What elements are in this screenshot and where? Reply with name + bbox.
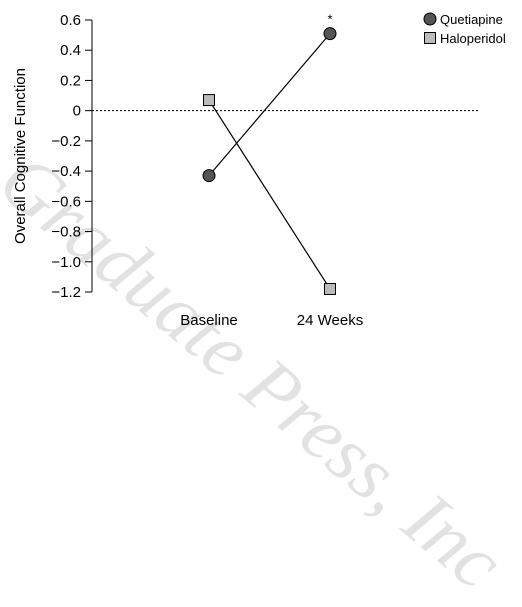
data-point-haloperidol bbox=[203, 94, 215, 107]
y-tick-label: 0 bbox=[73, 103, 81, 120]
legend-marker-quetiapine bbox=[423, 12, 437, 26]
y-tick-label: 0.2 bbox=[60, 72, 81, 89]
data-point-haloperidol bbox=[324, 282, 336, 295]
chart-container: Graduate Press, Inc 0.6 0.4 0.2 0 −0.2 −0.4 −0… bbox=[0, 12, 520, 606]
x-category-label: 24 Weeks bbox=[297, 312, 363, 329]
series-line-haloperidol bbox=[208, 99, 331, 290]
y-tick-label: −0.4 bbox=[51, 163, 81, 180]
y-tick-label: −1.0 bbox=[51, 254, 81, 271]
y-tick-label: −0.6 bbox=[51, 193, 81, 210]
x-category-label: Baseline bbox=[180, 312, 238, 329]
y-tick-label: 0.4 bbox=[60, 42, 81, 59]
data-point-quetiapine bbox=[323, 27, 337, 41]
data-point-quetiapine bbox=[202, 169, 216, 183]
y-tick-label: −0.8 bbox=[51, 224, 81, 241]
y-axis-label: Overall Cognitive Function bbox=[12, 68, 29, 244]
y-tick-label: −0.2 bbox=[51, 133, 81, 150]
significance-asterisk: * bbox=[327, 12, 332, 27]
legend-label-haloperidol: Haloperidol bbox=[440, 31, 506, 46]
line-chart: 0.6 0.4 0.2 0 −0.2 −0.4 −0.6 −0.8 −1.0 −1.2 Overal… bbox=[12, 12, 506, 329]
y-tick-label: 0.6 bbox=[60, 12, 81, 29]
legend-label-quetiapine: Quetiapine bbox=[440, 12, 503, 27]
series-line-quetiapine bbox=[208, 33, 331, 177]
legend-marker-haloperidol bbox=[424, 32, 436, 44]
y-tick-label: −1.2 bbox=[51, 284, 81, 301]
